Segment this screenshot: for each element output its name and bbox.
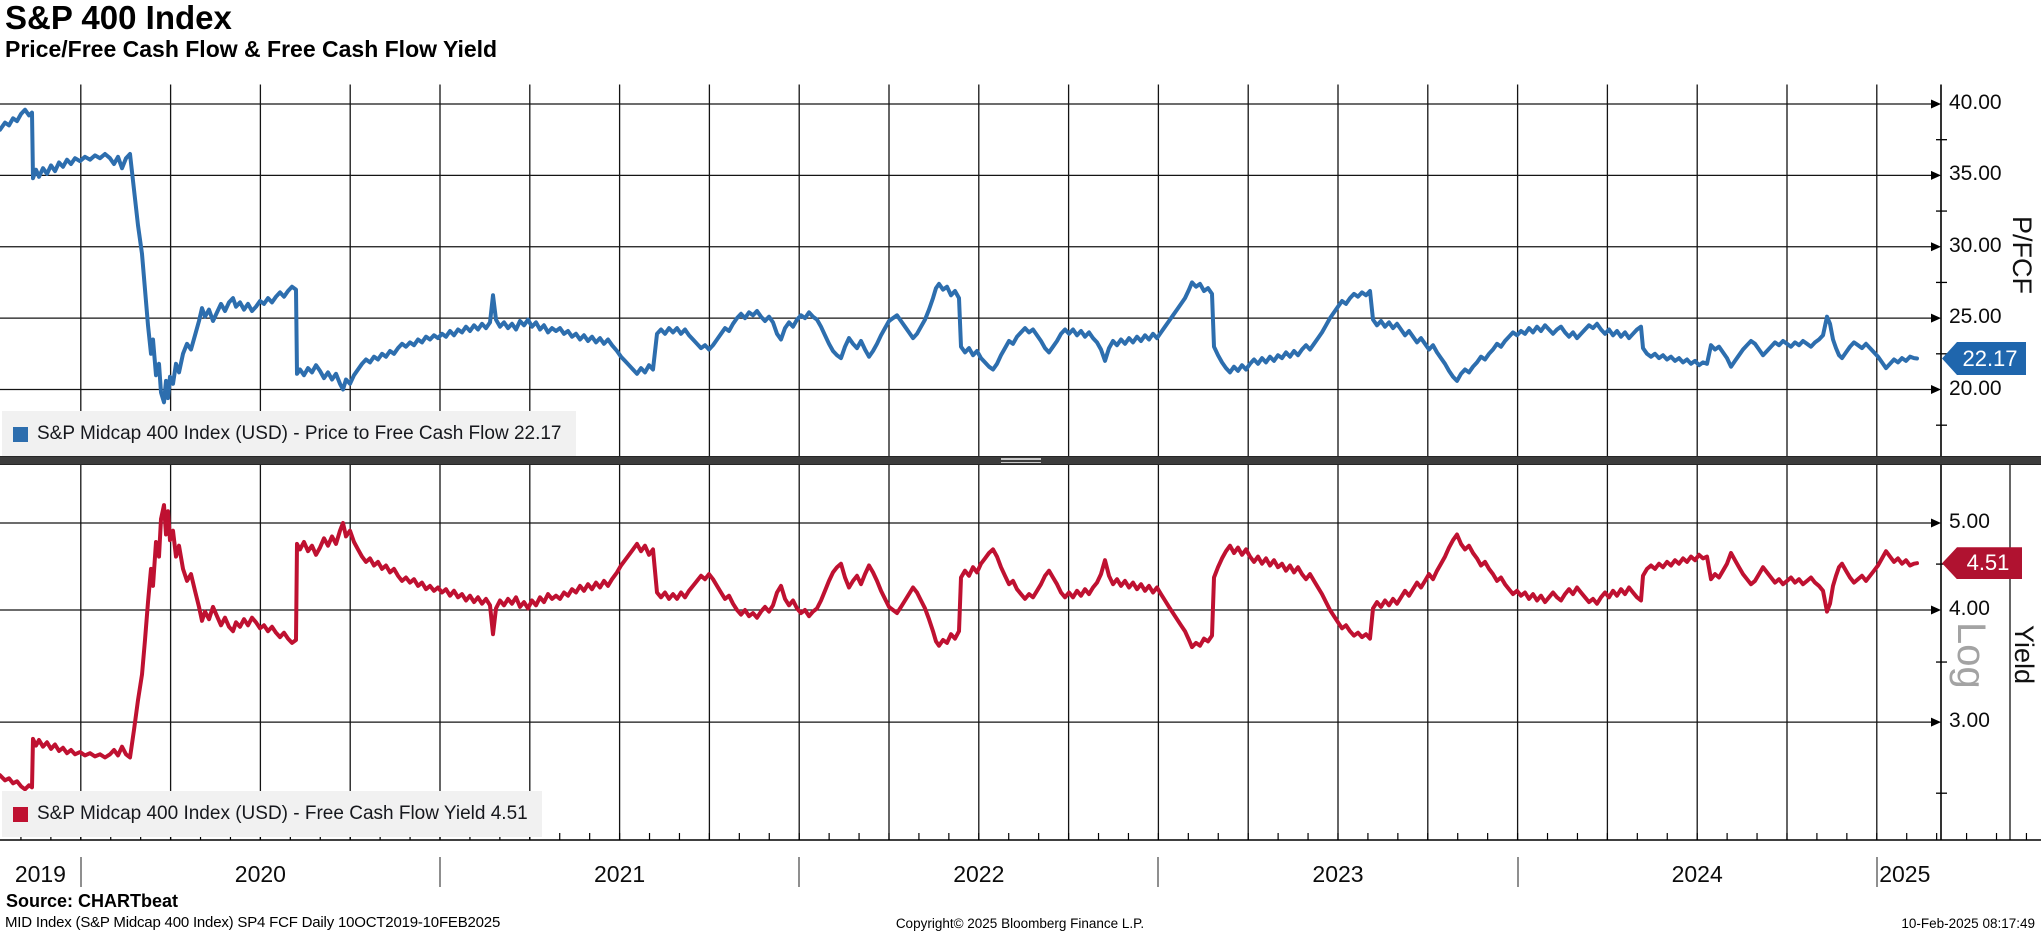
x-axis-year-label: 2024 <box>1671 861 1723 887</box>
legend-yield-label: S&P Midcap 400 Index (USD) - Free Cash F… <box>37 803 528 824</box>
yield-line-series <box>0 503 1919 792</box>
footer-meta: MID Index (S&P Midcap 400 Index) SP4 FCF… <box>5 914 501 931</box>
panel-divider[interactable] <box>0 456 2041 465</box>
footer-timestamp: 10-Feb-2025 08:17:49 <box>1901 916 2035 931</box>
year-separator <box>1516 857 1519 887</box>
pfcf-line-series <box>0 107 1919 405</box>
footer-copyright: Copyright© 2025 Bloomberg Finance L.P. <box>895 916 1145 931</box>
year-separator <box>439 857 441 887</box>
y-axis-title-yield: Yield <box>2009 625 2039 685</box>
footer-source: Source: CHARTbeat <box>6 891 179 911</box>
y-tick-label: 30.00 <box>1949 233 2002 257</box>
legend-pfcf[interactable]: S&P Midcap 400 Index (USD) - Price to Fr… <box>2 411 576 457</box>
x-axis-year-label: 2022 <box>953 861 1005 887</box>
year-separator <box>798 857 801 887</box>
tick-arrow-icon <box>1931 605 1941 615</box>
x-axis-year-label: 2021 <box>594 861 646 887</box>
header: S&P 400 Index Price/Free Cash Flow & Fre… <box>5 0 497 62</box>
last-value-badge-pfcf: 22.17 <box>1942 342 2026 376</box>
page-subtitle: Price/Free Cash Flow & Free Cash Flow Yi… <box>5 36 498 62</box>
tick-arrow-icon <box>1931 385 1941 394</box>
tick-arrow-icon <box>1931 170 1941 180</box>
legend-yield[interactable]: S&P Midcap 400 Index (USD) - Free Cash F… <box>2 791 542 837</box>
tick-arrow-icon <box>1931 717 1941 727</box>
year-separator <box>1157 857 1160 887</box>
y-tick-label: 20.00 <box>1949 376 2002 400</box>
tick-arrow-icon <box>1931 242 1941 252</box>
y-tick-label: 3.00 <box>1949 709 1990 733</box>
tick-arrow-icon <box>1931 99 1941 109</box>
y-tick-label: 25.00 <box>1949 305 2002 329</box>
year-separator <box>79 857 82 887</box>
x-axis-year-label: 2023 <box>1312 861 1364 887</box>
y-tick-label: 4.00 <box>1949 597 1990 620</box>
tick-arrow-icon <box>1931 313 1941 323</box>
last-value-badge-yield: 4.51 <box>1942 547 2022 580</box>
divider-grip-icon <box>1000 457 1041 460</box>
legend-swatch-yield-icon <box>13 806 28 822</box>
page-title: S&P 400 Index <box>5 0 232 36</box>
y-tick-label: 40.00 <box>1949 91 2002 114</box>
y-axis-title-pfcf: P/FCF <box>2007 216 2037 294</box>
tick-arrow-icon <box>1931 518 1941 528</box>
x-axis-year-label: 2019 <box>14 861 66 887</box>
y-tick-label: 35.00 <box>1949 162 2002 186</box>
legend-pfcf-label: S&P Midcap 400 Index (USD) - Price to Fr… <box>37 423 562 444</box>
x-axis-year-label: 2020 <box>234 861 286 887</box>
legend-swatch-pfcf-icon <box>13 426 28 442</box>
x-axis-year-label: 2025 <box>1879 861 1931 887</box>
divider-grip-icon <box>1000 461 1041 464</box>
year-separator <box>1875 857 1878 887</box>
y-tick-label: 5.00 <box>1949 510 1990 534</box>
log-scale-indicator[interactable]: Log <box>1949 621 1993 689</box>
